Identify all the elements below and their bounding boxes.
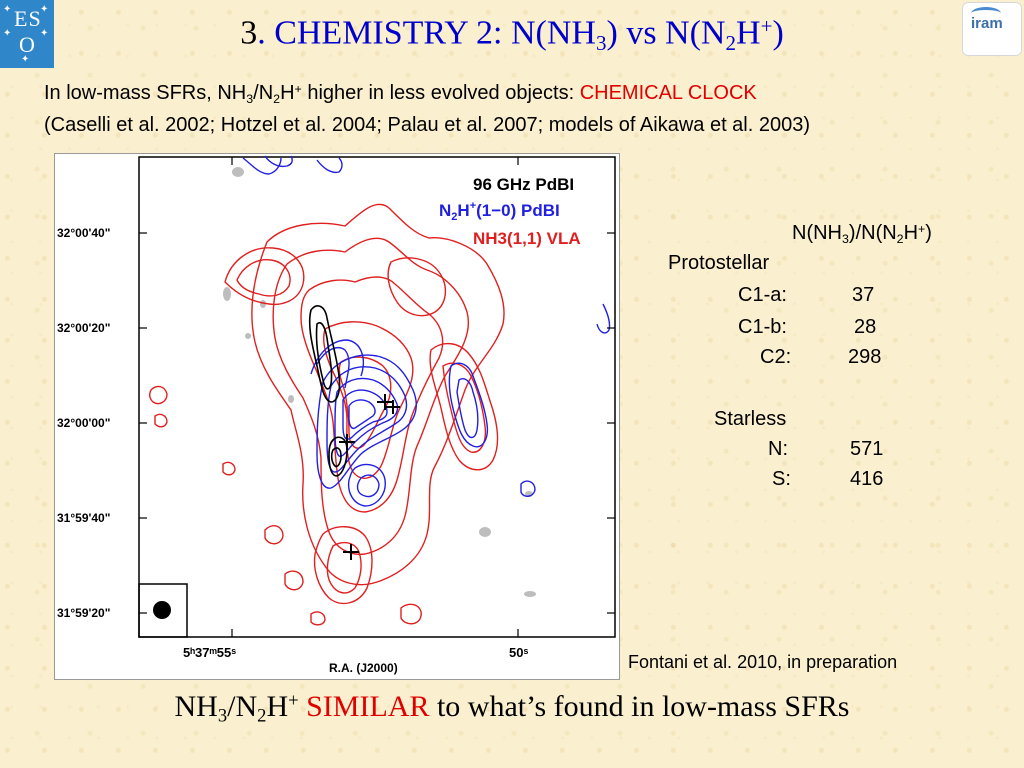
ratio-table-header: N(NH3)/N(N2H+) — [792, 222, 932, 246]
row-value: 571 — [850, 438, 884, 460]
header-sub: 3 — [842, 231, 849, 246]
beam-ellipse — [153, 601, 171, 619]
conclusion-sup: + — [288, 690, 299, 712]
conclusion-text: to what’s found in low-mass SFRs — [429, 690, 850, 723]
grey-blobs — [223, 167, 536, 597]
x-tick-label: 5ʰ37ᵐ55ˢ — [183, 645, 236, 660]
row-name: N: — [768, 438, 788, 460]
intro-line-1: In low-mass SFRs, NH3/N2H+ higher in les… — [44, 82, 757, 106]
legend-nh3: NH3(1,1) VLA — [473, 229, 581, 248]
title-sup: + — [760, 14, 773, 38]
figure-citation: Fontani et al. 2010, in preparation — [628, 652, 898, 672]
conclusion-text: NH — [174, 690, 218, 723]
intro-sup: + — [294, 82, 302, 96]
legend-n2h-sub: 2 — [451, 211, 457, 223]
title-sub: 2 — [725, 30, 737, 55]
legend-n2h-a: N — [439, 201, 451, 220]
title-text: . CHEMISTRY 2: N(NH — [257, 14, 596, 52]
similar-highlight: SIMILAR — [306, 690, 430, 723]
row-value: 28 — [854, 316, 877, 338]
x-tick-label: 50ˢ — [509, 645, 528, 660]
contour-map-svg: 32°00'40" 32°00'20" 32°00'00" 31°59'40" … — [57, 155, 616, 675]
y-tick-label: 32°00'00" — [57, 416, 110, 430]
eso-logo-text-top: ES — [14, 6, 42, 31]
header-text: ) — [925, 222, 932, 245]
row-name: C1-b: — [738, 316, 787, 338]
title-text: ) — [772, 14, 784, 52]
star-icon: ✦ — [3, 28, 12, 39]
plot-frame — [138, 156, 616, 638]
conclusion-text: /N — [227, 690, 258, 723]
x-axis-label: R.A. (J2000) — [329, 661, 398, 675]
star-icon: ✦ — [3, 4, 12, 15]
header-text: H — [903, 222, 919, 245]
y-tick-marks — [139, 157, 615, 637]
conclusion-sub: 2 — [257, 705, 267, 727]
source-markers — [339, 394, 400, 560]
iram-logo: iram — [962, 2, 1022, 56]
header-sup: + — [918, 222, 926, 236]
group-protostellar: Protostellar — [668, 252, 770, 274]
header-text: )/N(N — [848, 222, 897, 245]
title-text: ) vs N(N — [606, 14, 726, 52]
row-value: 416 — [850, 468, 884, 490]
row-name: C2: — [760, 346, 792, 368]
figure-legend: 96 GHz PdBI N2H+(1−0) PdBI NH3(1,1) VLA — [439, 175, 581, 248]
legend-96ghz: 96 GHz PdBI — [473, 175, 574, 194]
row-name: S: — [772, 468, 791, 490]
intro-text: H — [280, 82, 295, 105]
y-tick-label: 32°00'40" — [57, 226, 110, 240]
legend-n2h-sup: + — [470, 200, 476, 212]
title-text: H — [736, 14, 761, 52]
eso-logo-text-bottom: O — [19, 32, 35, 57]
intro-text: /N — [253, 82, 274, 105]
conclusion-sub: 3 — [217, 705, 228, 727]
conclusion-text: H — [266, 690, 289, 723]
intro-sub: 3 — [246, 91, 254, 106]
slide-title: 3. CHEMISTRY 2: N(NH3) vs N(N2H+) — [0, 14, 1024, 56]
conclusion-line: NH3/N2H+ SIMILAR to what’s found in low-… — [0, 690, 1024, 728]
eso-logo: ✦ ✦ ✦ ✦ ✦ ES O — [0, 0, 54, 68]
header-sub: 2 — [896, 231, 904, 246]
contour-map-figure: 32°00'40" 32°00'20" 32°00'00" 31°59'40" … — [54, 153, 620, 680]
star-icon: ✦ — [40, 28, 49, 39]
star-icon: ✦ — [21, 54, 30, 65]
nh3-contours — [148, 203, 505, 626]
legend-n2h-c: (1−0) PdBI — [476, 201, 560, 220]
intro-sub: 2 — [273, 91, 281, 106]
y-tick-label: 31°59'20" — [57, 606, 110, 620]
star-icon: ✦ — [40, 4, 49, 15]
row-value: 37 — [852, 284, 875, 306]
intro-text: higher in less evolved objects: — [301, 82, 580, 105]
header-text: N(NH — [792, 222, 842, 245]
n2h-contours — [242, 155, 611, 507]
iram-arc-icon — [971, 7, 1001, 20]
y-tick-label: 31°59'40" — [57, 511, 110, 525]
iram-logo-text: iram — [971, 15, 1003, 32]
title-sub: 3 — [595, 30, 607, 55]
intro-text: In low-mass SFRs, NH — [44, 82, 247, 105]
beam-box — [138, 583, 188, 638]
row-name: C1-a: — [738, 284, 787, 306]
legend-n2h-b: H — [457, 201, 469, 220]
title-number: 3 — [240, 14, 258, 52]
legend-n2h: N2H+(1−0) PdBI — [439, 200, 560, 223]
chemical-clock-highlight: CHEMICAL CLOCK — [579, 82, 757, 105]
row-value: 298 — [848, 346, 882, 368]
y-tick-label: 32°00'20" — [57, 321, 110, 335]
intro-line-2-references: (Caselli et al. 2002; Hotzel et al. 2004… — [44, 114, 811, 136]
group-starless: Starless — [714, 408, 787, 430]
